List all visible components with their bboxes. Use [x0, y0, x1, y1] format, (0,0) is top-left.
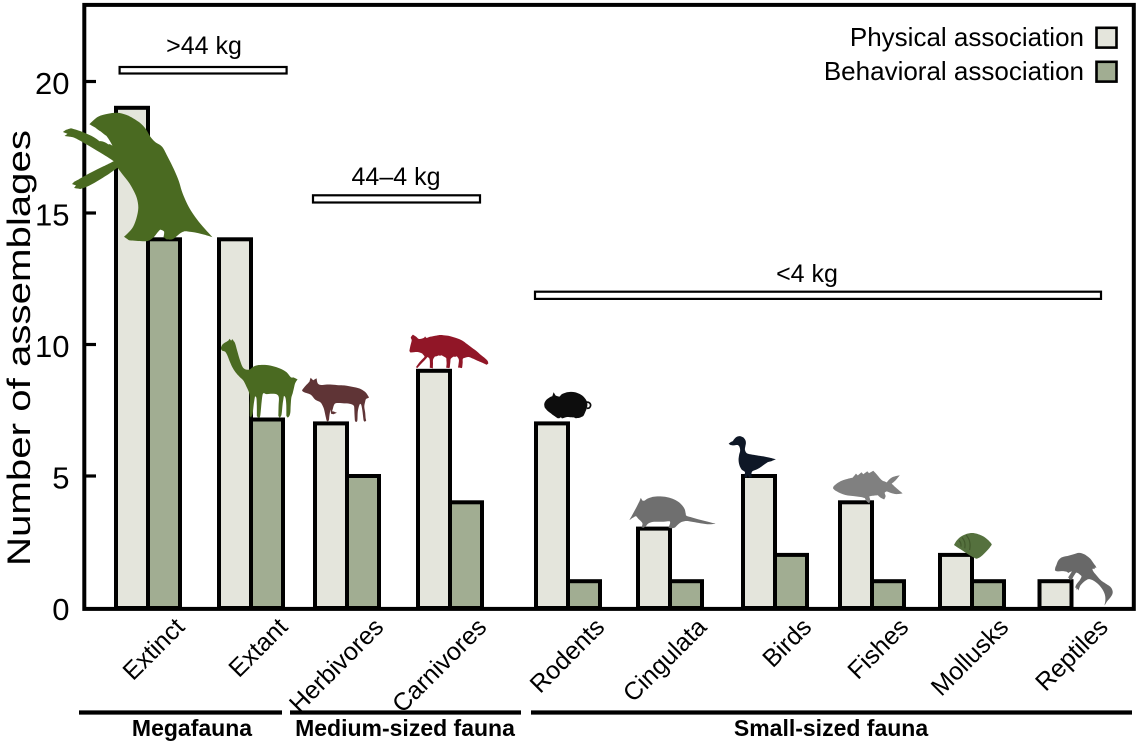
svg-text:44–4 kg: 44–4 kg [352, 163, 441, 191]
svg-text:Number of assemblages: Number of assemblages [1, 130, 37, 566]
svg-text:10: 10 [35, 329, 69, 364]
svg-text:15: 15 [35, 198, 69, 233]
svg-text:Small-sized fauna: Small-sized fauna [734, 715, 928, 741]
svg-text:Medium-sized fauna: Medium-sized fauna [295, 715, 515, 741]
svg-text:0: 0 [52, 592, 69, 627]
svg-text:Physical association: Physical association [850, 22, 1084, 52]
svg-text:5: 5 [52, 461, 69, 496]
svg-text:Megafauna: Megafauna [132, 715, 252, 741]
svg-text:Behavioral association: Behavioral association [824, 56, 1084, 86]
svg-text:<4 kg: <4 kg [776, 260, 838, 288]
svg-text:20: 20 [35, 66, 69, 101]
svg-text:>44 kg: >44 kg [166, 32, 242, 60]
